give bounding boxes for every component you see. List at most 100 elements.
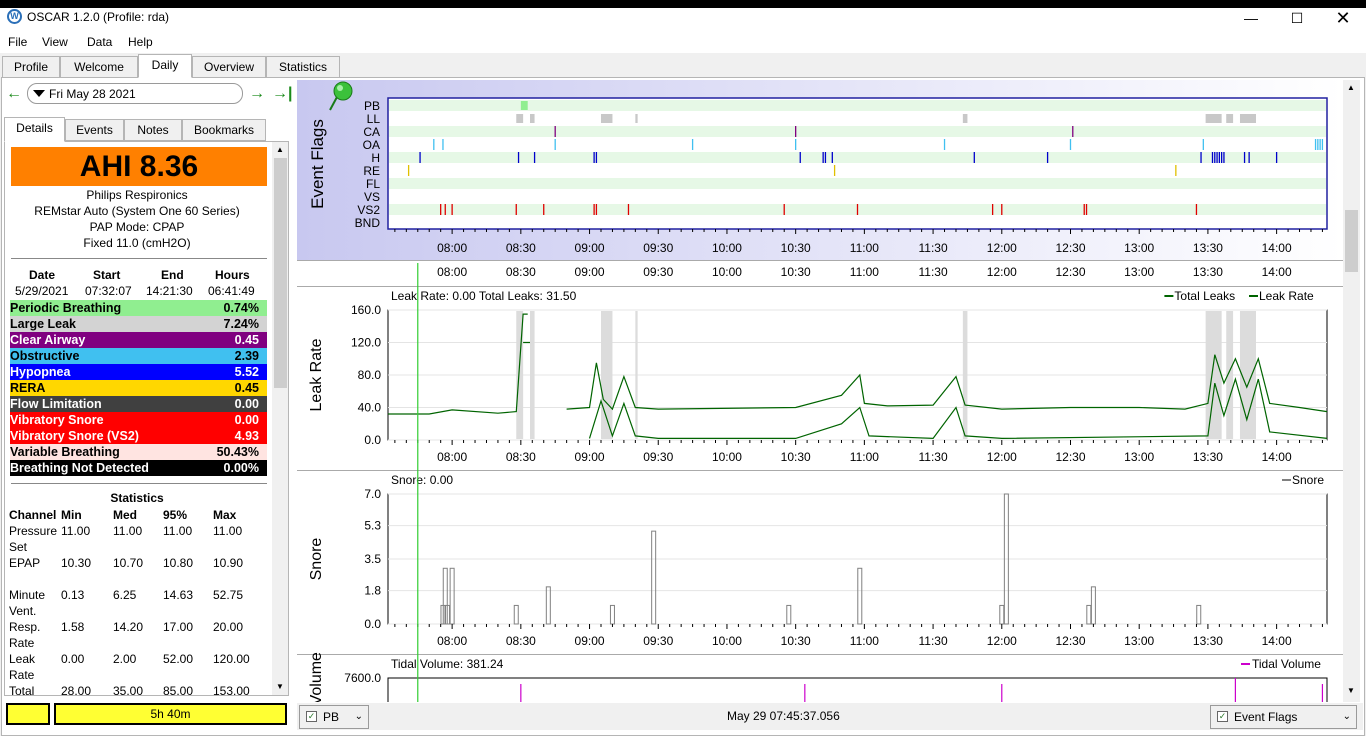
scroll-down-icon[interactable]: ▼ — [276, 682, 284, 691]
event-row[interactable]: RERA 0.45 — [10, 380, 267, 396]
sleep-duration: 5h 40m — [54, 703, 287, 725]
last-day-arrow-icon[interactable]: →| — [272, 85, 293, 102]
time-tick-label: 08:30 — [506, 450, 536, 464]
scroll-up-icon[interactable]: ▲ — [276, 145, 284, 154]
maximize-icon[interactable]: ☐ — [1290, 10, 1304, 26]
y-tick-label: 40.0 — [358, 401, 382, 415]
time-tick-label: 08:00 — [437, 265, 467, 279]
details-scrollbar[interactable]: ▲ ▼ — [272, 142, 288, 695]
time-tick-label: 11:00 — [850, 265, 879, 279]
chart-ylabel: Leak Rate — [308, 338, 325, 411]
time-tick-label: 08:30 — [506, 265, 536, 279]
event-row[interactable]: Vibratory Snore 0.00 — [10, 412, 267, 428]
time-tick-label: 10:00 — [712, 241, 742, 255]
close-icon[interactable]: ✕ — [1335, 8, 1351, 28]
scrollbar-thumb[interactable] — [274, 158, 287, 388]
time-tick-label: 09:00 — [575, 241, 605, 255]
tab-notes[interactable]: Notes — [124, 119, 182, 141]
flag-row-label: CA — [363, 125, 380, 139]
event-name: Vibratory Snore — [10, 413, 104, 427]
time-tick-label: 14:00 — [1262, 634, 1292, 648]
time-tick-label: 14:00 — [1262, 450, 1292, 464]
stats-value: 2.00 — [113, 652, 137, 666]
time-tick-label: 13:30 — [1193, 241, 1223, 255]
time-tick-label: 13:30 — [1193, 634, 1223, 648]
next-day-arrow-icon[interactable]: → — [249, 85, 265, 102]
stats-header: Min — [61, 508, 82, 522]
tab-welcome[interactable]: Welcome — [60, 56, 138, 78]
snore-bar — [1196, 604, 1202, 625]
minimize-icon[interactable]: — — [1244, 10, 1258, 26]
tab-overview[interactable]: Overview — [192, 56, 266, 78]
menu-file[interactable]: File — [8, 35, 28, 49]
event-row[interactable]: Vibratory Snore (VS2) 4.93 — [10, 428, 267, 444]
time-tick-label: 08:00 — [437, 241, 467, 255]
chart-title: Snore: 0.00 — [391, 473, 453, 487]
date-selector[interactable]: Fri May 28 2021 — [27, 83, 243, 104]
flag-row-label: PB — [364, 99, 380, 113]
stats-channel: EPAP — [9, 556, 41, 570]
previous-day-arrow-icon[interactable]: ← — [6, 85, 22, 102]
y-tick-label: 3.5 — [364, 552, 381, 566]
y-tick-label: 160.0 — [351, 303, 381, 317]
scrollbar-thumb[interactable] — [1345, 210, 1358, 272]
event-combo[interactable]: ✓ PB ⌄ — [299, 705, 369, 729]
calendar-dropdown-icon[interactable] — [33, 90, 45, 97]
event-value: 2.39 — [234, 349, 259, 363]
event-row[interactable]: Breathing Not Detected 0.00% — [10, 460, 267, 476]
time-tick-label: 09:00 — [575, 634, 605, 648]
stats-value: 10.80 — [163, 556, 194, 570]
time-tick-label: 13:00 — [1124, 241, 1154, 255]
menu-view[interactable]: View — [42, 35, 68, 49]
charts-scrollbar[interactable]: ▲ ▼ — [1343, 80, 1360, 702]
event-row[interactable]: Variable Breathing 50.43% — [10, 444, 267, 460]
flag-row-label: H — [371, 151, 380, 165]
menu-help[interactable]: Help — [128, 35, 153, 49]
tab-statistics[interactable]: Statistics — [266, 56, 340, 78]
stats-channel: Set — [9, 540, 28, 554]
graph-selector-combo[interactable]: ✓ Event Flags ⌄ — [1210, 705, 1357, 729]
snore-bar — [545, 586, 551, 625]
time-tick-label: 10:30 — [781, 450, 811, 464]
stats-channel: Resp. — [9, 620, 41, 634]
legend-label: Snore — [1292, 473, 1324, 487]
chevron-down-icon[interactable]: ⌄ — [1342, 711, 1351, 722]
event-combo-value: PB — [323, 710, 340, 724]
stats-value: 11.00 — [113, 524, 143, 538]
time-tick-label: 11:30 — [919, 450, 948, 464]
y-tick-label: 80.0 — [358, 368, 382, 382]
tab-events[interactable]: Events — [65, 119, 124, 141]
tab-profile[interactable]: Profile — [2, 56, 60, 78]
tab-daily[interactable]: Daily — [138, 54, 192, 78]
time-tick-label: 13:00 — [1124, 450, 1154, 464]
large-leak-shade — [1205, 311, 1222, 439]
event-row[interactable]: Clear Airway 0.45 — [10, 332, 267, 348]
event-value: 0.45 — [234, 333, 259, 347]
stats-value: 10.90 — [213, 556, 244, 570]
flag-row-band — [389, 178, 1326, 189]
event-row[interactable]: Large Leak 7.24% — [10, 316, 267, 332]
tab-bookmarks[interactable]: Bookmarks — [182, 119, 266, 141]
time-tick-label: 13:30 — [1193, 450, 1223, 464]
event-row[interactable]: Periodic Breathing 0.74% — [10, 300, 267, 316]
time-tick-label: 12:00 — [987, 450, 1017, 464]
checkbox-checked-icon[interactable]: ✓ — [1217, 711, 1228, 723]
event-row[interactable]: Hypopnea 5.52 — [10, 364, 267, 380]
time-tick-label: 11:30 — [919, 241, 948, 255]
menu-data[interactable]: Data — [87, 35, 113, 49]
chevron-down-icon[interactable]: ⌄ — [354, 711, 363, 722]
stats-value: 120.00 — [213, 652, 250, 666]
checkbox-checked-icon[interactable]: ✓ — [306, 711, 317, 723]
legend-label: Total Leaks — [1174, 289, 1235, 303]
flag-span — [962, 114, 968, 123]
tab-details[interactable]: Details — [4, 117, 65, 142]
divider — [11, 483, 267, 484]
scroll-down-icon[interactable]: ▼ — [1347, 686, 1355, 695]
event-value: 0.00 — [234, 397, 259, 411]
event-row[interactable]: Obstructive 2.39 — [10, 348, 267, 364]
flag-span — [516, 114, 524, 123]
snore-bar — [1086, 604, 1092, 625]
event-row[interactable]: Flow Limitation 0.00 — [10, 396, 267, 412]
scroll-up-icon[interactable]: ▲ — [1347, 83, 1355, 92]
large-leak-shade — [962, 311, 968, 439]
